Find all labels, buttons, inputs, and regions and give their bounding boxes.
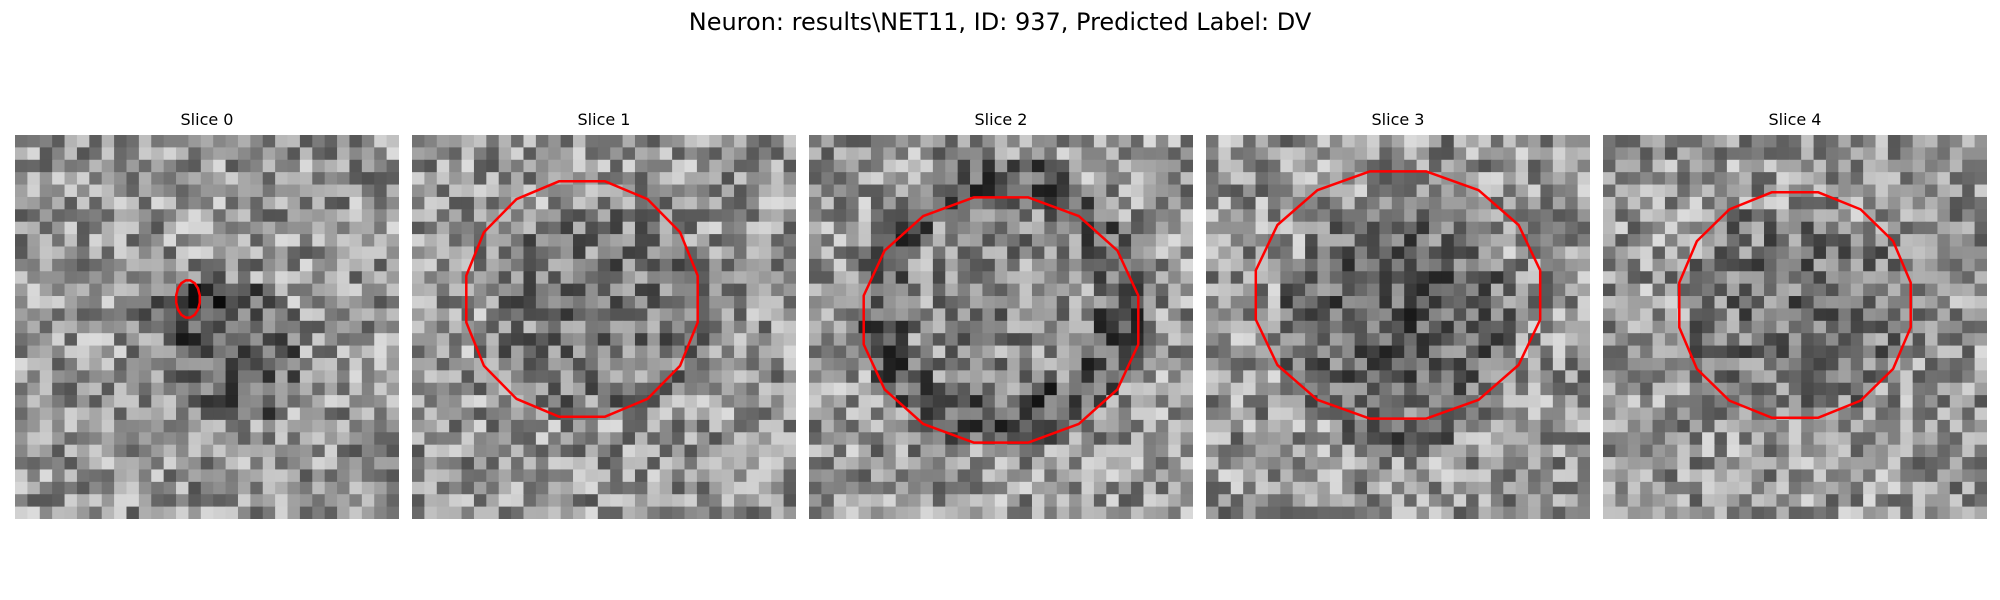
slice-2-image <box>809 135 1193 519</box>
slice-3-contour <box>1254 170 1542 420</box>
slice-2-title: Slice 2 <box>974 110 1028 129</box>
slice-1-title: Slice 1 <box>577 110 631 129</box>
slice-2-contour <box>862 196 1140 444</box>
slice-3-title: Slice 3 <box>1371 110 1425 129</box>
slice-1-contour <box>465 180 699 418</box>
figure-title: Neuron: results\NET11, ID: 937, Predicte… <box>688 8 1312 36</box>
slice-0-contour <box>174 279 202 319</box>
slice-1-image <box>412 135 796 519</box>
slice-4-title: Slice 4 <box>1768 110 1822 129</box>
slice-0-title: Slice 0 <box>180 110 234 129</box>
slice-4-contour <box>1678 190 1912 420</box>
slice-3-image <box>1206 135 1590 519</box>
slice-4-image <box>1603 135 1987 519</box>
slice-0-image <box>15 135 399 519</box>
